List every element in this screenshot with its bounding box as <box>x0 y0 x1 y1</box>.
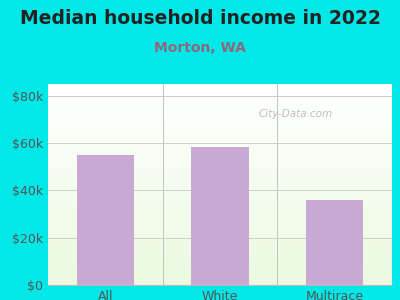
Text: Morton, WA: Morton, WA <box>154 40 246 55</box>
Text: City-Data.com: City-Data.com <box>259 109 333 119</box>
Bar <box>191 147 249 285</box>
Bar <box>77 155 134 285</box>
Bar <box>306 200 363 285</box>
Text: Median household income in 2022: Median household income in 2022 <box>20 9 380 28</box>
